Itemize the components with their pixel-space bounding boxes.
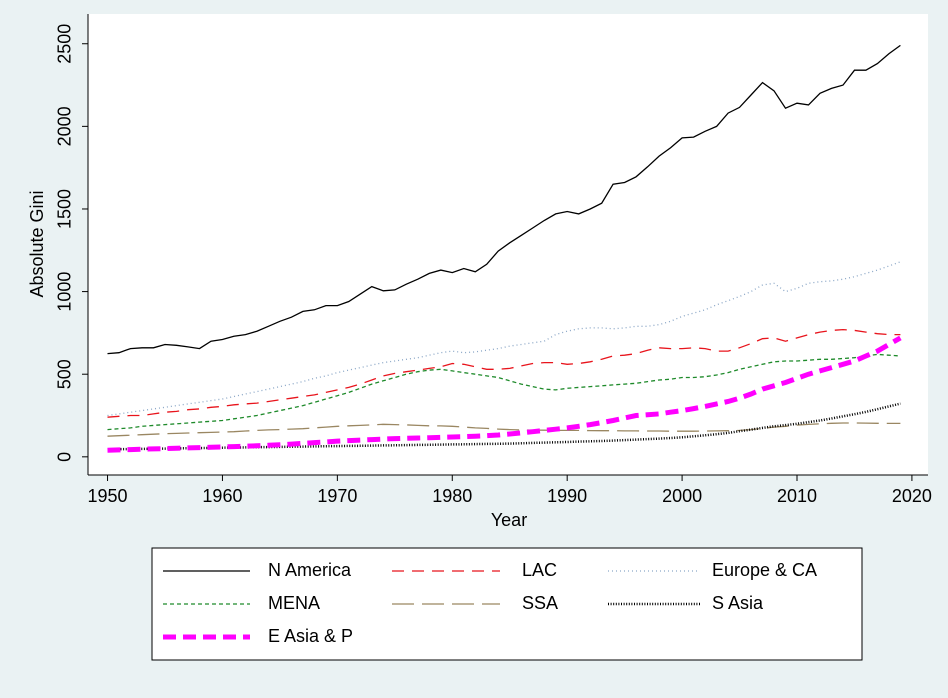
x-tick-label: 1950 [88,486,128,506]
x-tick-label: 1960 [202,486,242,506]
y-axis-label: Absolute Gini [27,190,47,297]
y-tick-label: 0 [55,452,75,462]
y-tick-label: 2000 [55,106,75,146]
x-tick-label: 2010 [777,486,817,506]
legend [151,547,863,661]
x-tick-label: 1990 [547,486,587,506]
x-tick-label: 1970 [317,486,357,506]
series-line [107,328,901,418]
y-tick-label: 2500 [55,24,75,64]
x-tick-label: 2020 [892,486,932,506]
x-tick-label: 2000 [662,486,702,506]
legend-label: N America [268,560,352,580]
legend-label: Europe & CA [712,560,817,580]
series-line [107,422,901,437]
series-line [107,44,901,355]
legend-label: S Asia [712,593,764,613]
x-axis-label: Year [491,510,527,530]
y-tick-label: 1000 [55,272,75,312]
legend-label: LAC [522,560,557,580]
y-tick-label: 1500 [55,189,75,229]
y-tick-label: 500 [55,359,75,389]
series-line [107,335,902,453]
legend-label: SSA [522,593,558,613]
legend-label: MENA [268,593,320,613]
x-tick-label: 1980 [432,486,472,506]
legend-label: E Asia & P [268,626,353,646]
